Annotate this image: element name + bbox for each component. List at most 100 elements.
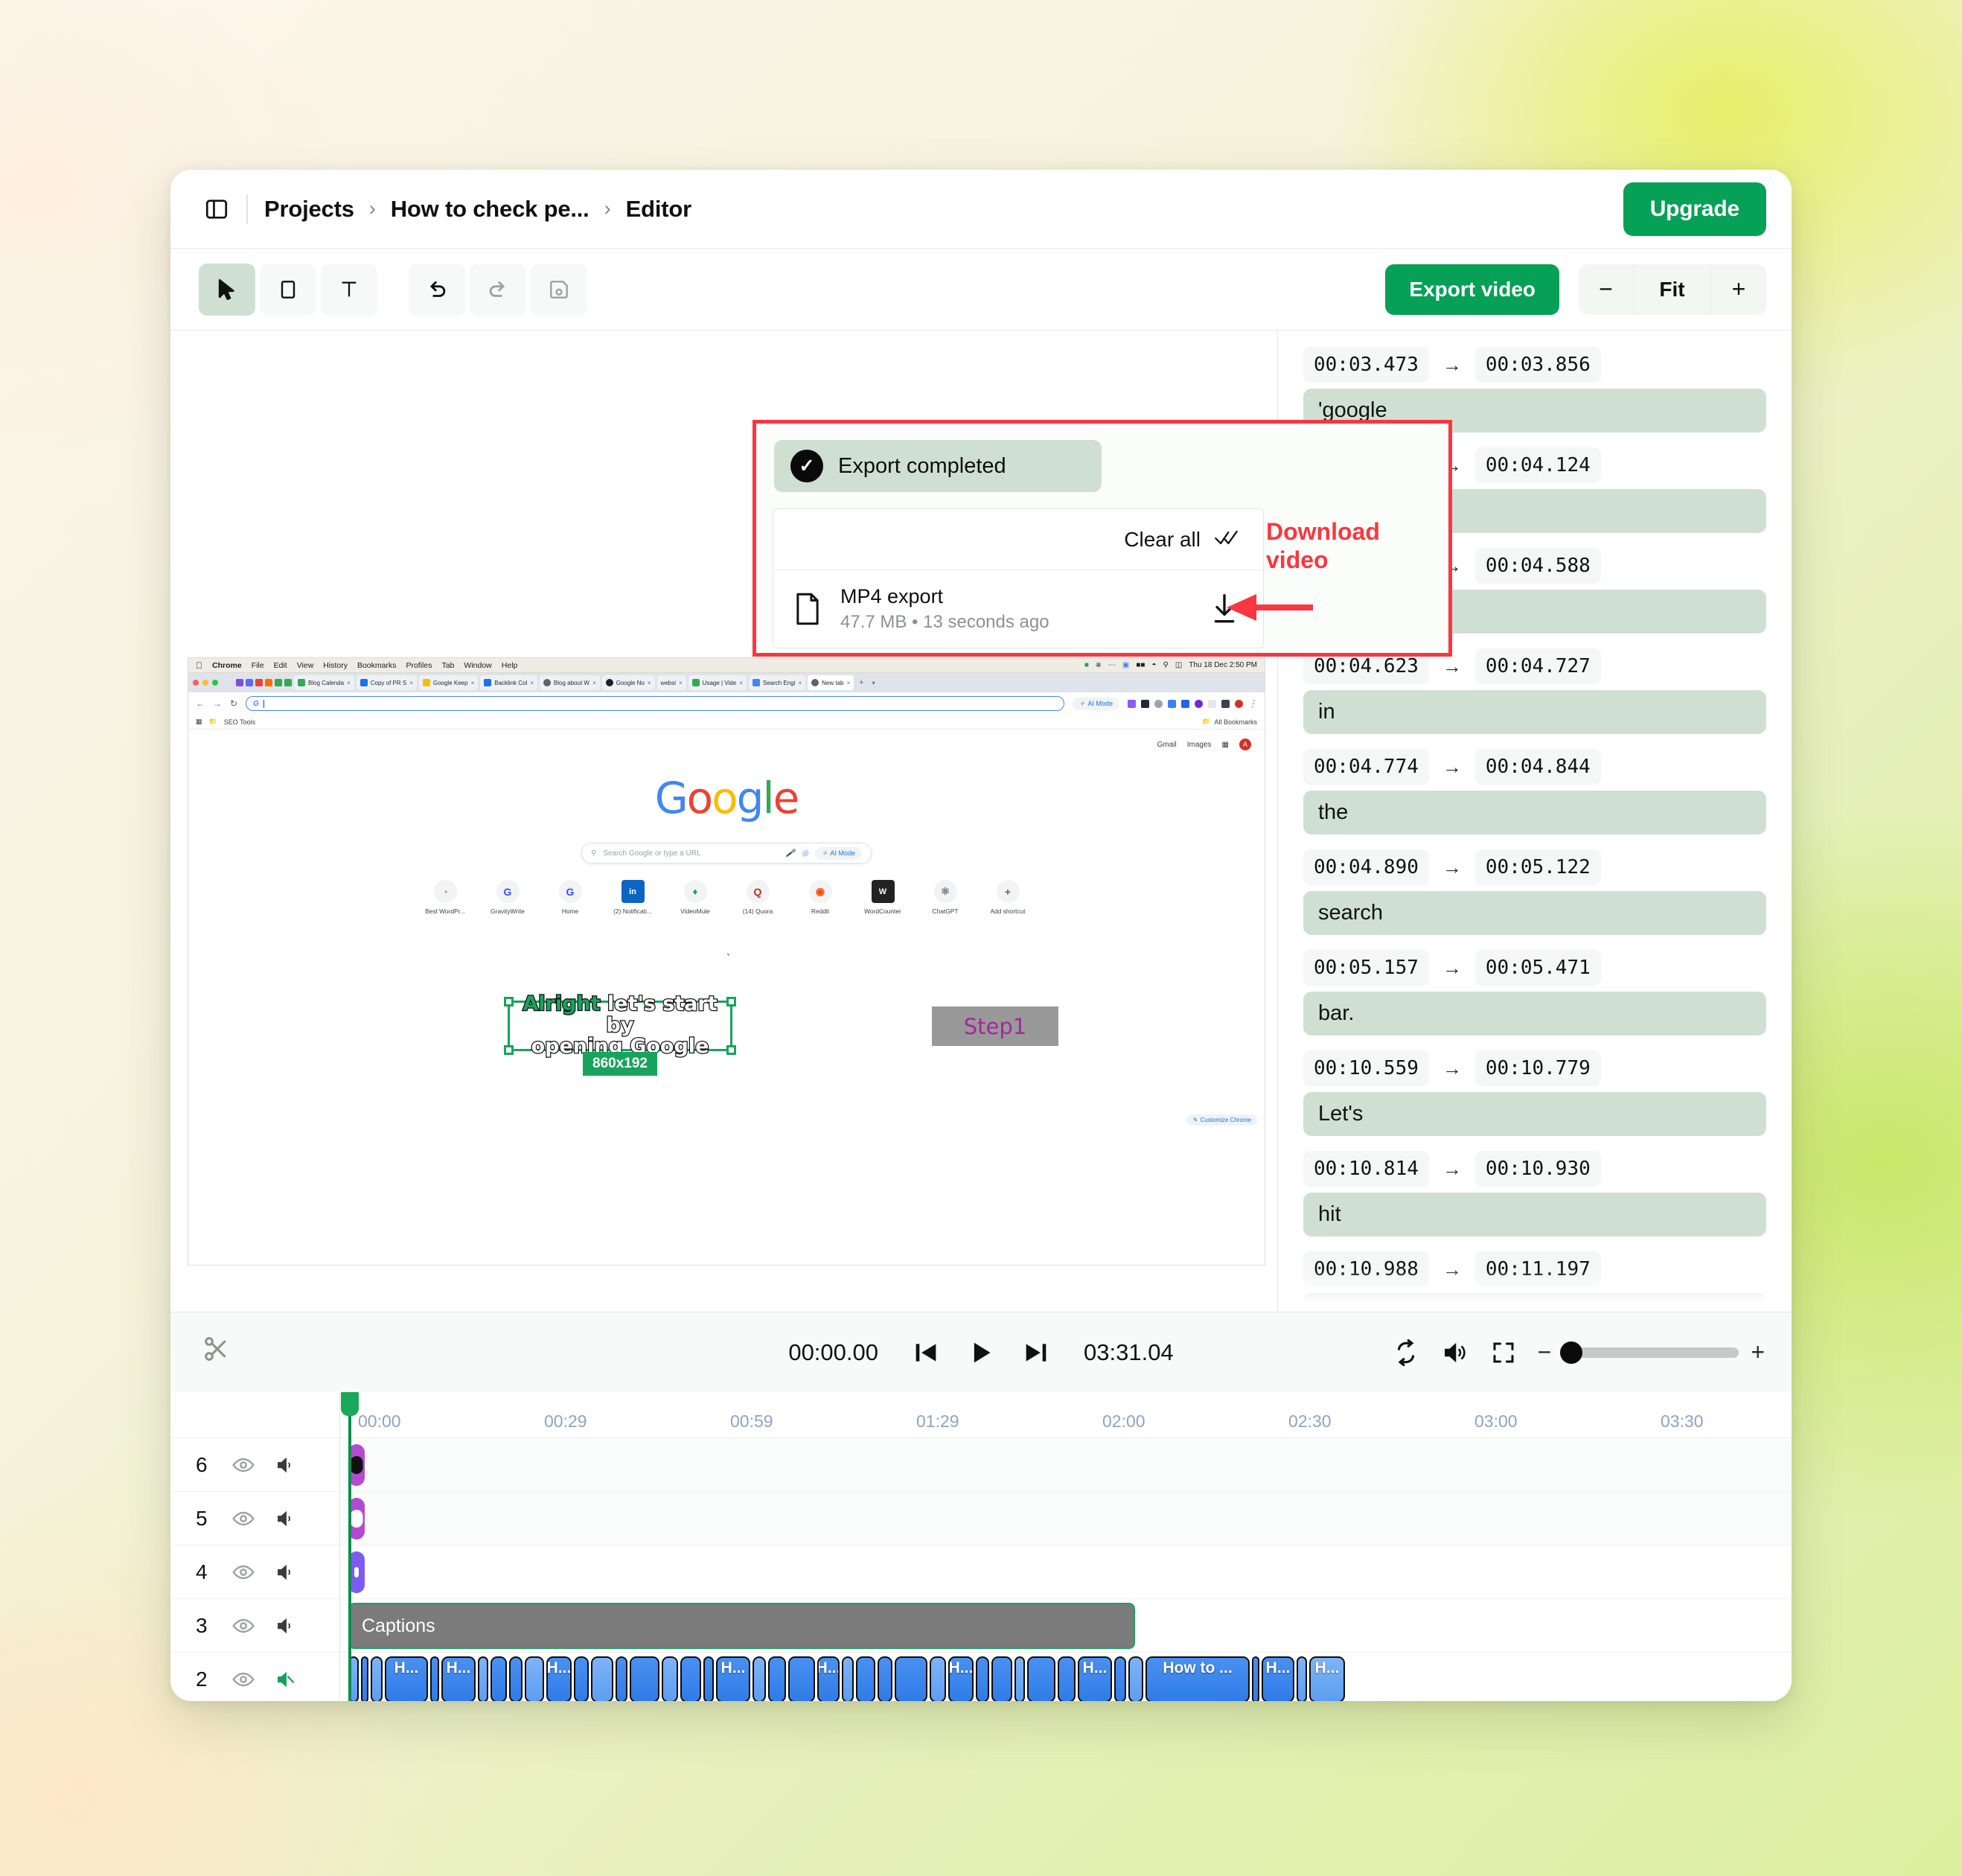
transcript-text[interactable]: in bbox=[1303, 690, 1766, 734]
loop-repeat-icon[interactable] bbox=[1392, 1339, 1420, 1367]
eye-icon[interactable] bbox=[231, 1614, 255, 1638]
step-text-object[interactable]: Step1 bbox=[932, 1006, 1058, 1046]
sidebar-toggle-icon[interactable] bbox=[200, 193, 233, 226]
google-apps-grid-icon[interactable]: ▦ bbox=[1221, 740, 1229, 749]
transcript-text[interactable]: the bbox=[1303, 791, 1766, 835]
select-tool-button[interactable] bbox=[199, 263, 255, 316]
scissors-icon[interactable] bbox=[202, 1334, 231, 1371]
close-icon[interactable]: × bbox=[846, 679, 851, 686]
close-icon[interactable]: × bbox=[679, 679, 683, 686]
export-status-chip[interactable]: ✓ Export completed bbox=[774, 440, 1102, 492]
window-controls[interactable] bbox=[193, 680, 218, 686]
track-row[interactable] bbox=[340, 1545, 1792, 1599]
audio-clip[interactable]: H... bbox=[1078, 1656, 1112, 1701]
speaker-icon[interactable] bbox=[275, 1508, 297, 1530]
close-icon[interactable]: × bbox=[530, 679, 534, 686]
track-row[interactable] bbox=[340, 1492, 1792, 1545]
transcript-entry[interactable]: 00:10.814 → 00:10.930 hit bbox=[1303, 1151, 1766, 1237]
speaker-icon[interactable] bbox=[275, 1615, 297, 1637]
extension-icon-globe[interactable] bbox=[1154, 699, 1163, 708]
notification-item[interactable]: MP4 export 47.7 MB • 13 seconds ago bbox=[773, 570, 1263, 648]
audio-clip[interactable] bbox=[1252, 1656, 1259, 1701]
audio-clip[interactable]: H... bbox=[546, 1656, 572, 1701]
audio-clip[interactable] bbox=[768, 1656, 786, 1701]
track-row-audio[interactable]: H... H... H... H... bbox=[340, 1653, 1792, 1701]
audio-clip[interactable] bbox=[430, 1656, 439, 1701]
audio-clip[interactable] bbox=[1128, 1656, 1143, 1701]
audio-clip[interactable]: H... bbox=[441, 1656, 476, 1701]
eye-icon[interactable] bbox=[231, 1507, 255, 1531]
close-icon[interactable]: × bbox=[470, 679, 475, 686]
transcript-text[interactable] bbox=[1303, 1293, 1766, 1312]
play-icon[interactable] bbox=[966, 1338, 996, 1368]
shortcut-item[interactable]: G GravityWrite bbox=[485, 880, 531, 915]
audio-clip[interactable] bbox=[842, 1656, 854, 1701]
caption-text-object[interactable]: Alright let's start by opening Google 86… bbox=[504, 992, 736, 1076]
transcript-text[interactable]: Let's bbox=[1303, 1092, 1766, 1136]
microphone-icon[interactable]: 🎤 bbox=[785, 849, 796, 858]
close-icon[interactable]: × bbox=[592, 679, 596, 686]
transcript-start-time[interactable]: 00:04.774 bbox=[1303, 749, 1429, 785]
shortcut-item[interactable]: in (2) Notificati... bbox=[610, 880, 656, 915]
shortcut-item[interactable]: G Home bbox=[547, 880, 593, 915]
transcript-end-time[interactable]: 00:04.588 bbox=[1474, 548, 1601, 584]
audio-clip[interactable] bbox=[1014, 1656, 1025, 1701]
transcript-text[interactable]: search bbox=[1303, 891, 1766, 935]
transcript-end-time[interactable]: 00:05.122 bbox=[1474, 849, 1601, 885]
bookmark-seo-tools[interactable]: SEO Tools bbox=[223, 718, 256, 726]
speaker-muted-icon[interactable] bbox=[275, 1668, 297, 1691]
ai-mode-button[interactable]: ✧ AI Mode bbox=[1072, 697, 1119, 710]
slider-knob[interactable] bbox=[1560, 1341, 1583, 1364]
eye-icon[interactable] bbox=[231, 1453, 255, 1477]
audio-clip[interactable] bbox=[574, 1656, 589, 1701]
browser-tab[interactable]: Google Keep × bbox=[418, 675, 479, 690]
transcript-end-time[interactable]: 00:11.197 bbox=[1474, 1251, 1601, 1287]
audio-clip[interactable] bbox=[1114, 1656, 1126, 1701]
timeline-tracks[interactable]: 00:00 00:29 00:59 01:29 02:00 02:30 03:0… bbox=[340, 1392, 1792, 1701]
zoom-out-button[interactable]: − bbox=[1579, 264, 1634, 315]
download-tray-icon[interactable] bbox=[1221, 699, 1230, 708]
audio-clip[interactable] bbox=[930, 1656, 946, 1701]
clip-item[interactable] bbox=[348, 1444, 365, 1486]
browser-tab[interactable]: Blog Calenda × bbox=[294, 675, 354, 690]
resize-handle-bottom-left[interactable] bbox=[504, 1045, 514, 1055]
audio-clip[interactable] bbox=[856, 1656, 875, 1701]
timeline-zoom-slider[interactable] bbox=[1560, 1341, 1739, 1364]
transcript-entry[interactable]: 00:04.623 → 00:04.727 in bbox=[1303, 648, 1766, 734]
breadcrumb-projects[interactable]: Projects bbox=[264, 195, 354, 222]
shortcut-item[interactable]: ◉ Reddit bbox=[797, 880, 843, 915]
close-icon[interactable]: × bbox=[739, 679, 743, 686]
redo-button[interactable] bbox=[470, 263, 526, 316]
audio-clip[interactable]: H... bbox=[1262, 1656, 1294, 1701]
timeline-zoom-out-button[interactable]: − bbox=[1537, 1339, 1552, 1365]
customize-chrome-button[interactable]: ✎ Customize Chrome bbox=[1186, 1114, 1257, 1126]
extension-icon-d[interactable] bbox=[1128, 699, 1136, 708]
audio-clip[interactable] bbox=[490, 1656, 507, 1701]
audio-clip[interactable]: H... bbox=[385, 1656, 428, 1701]
transcript-end-time[interactable]: 00:05.471 bbox=[1474, 950, 1601, 986]
transcript-start-time[interactable]: 00:05.157 bbox=[1303, 950, 1429, 986]
audio-clip[interactable] bbox=[991, 1656, 1012, 1701]
upgrade-button[interactable]: Upgrade bbox=[1623, 182, 1766, 236]
forward-arrow-icon[interactable]: → bbox=[213, 698, 222, 709]
playhead[interactable] bbox=[341, 1392, 359, 1701]
transcript-start-time[interactable]: 00:03.473 bbox=[1303, 347, 1429, 383]
playhead-handle[interactable] bbox=[341, 1392, 359, 1416]
eye-icon[interactable] bbox=[231, 1560, 255, 1584]
shortcut-item[interactable]: W WordCounter bbox=[860, 880, 906, 915]
gmail-link[interactable]: Gmail bbox=[1157, 740, 1177, 749]
extension-icon-chart[interactable] bbox=[1181, 699, 1189, 708]
transcript-end-time[interactable]: 00:10.930 bbox=[1474, 1151, 1601, 1187]
browser-tab[interactable]: Google No × bbox=[601, 675, 655, 690]
shortcut-item[interactable]: ♦ VideoMule bbox=[672, 880, 718, 915]
browser-tab[interactable]: Usage | Vide × bbox=[688, 675, 747, 690]
save-button[interactable] bbox=[531, 263, 587, 316]
transcript-entry[interactable]: 00:10.988 → 00:11.197 bbox=[1303, 1251, 1766, 1312]
audio-clip[interactable]: H... bbox=[817, 1656, 840, 1701]
zoom-fit-button[interactable]: Fit bbox=[1634, 264, 1711, 315]
audio-clip[interactable] bbox=[361, 1656, 368, 1701]
browser-tab-active[interactable]: New tab × bbox=[808, 675, 854, 690]
clip-item[interactable] bbox=[348, 1498, 365, 1540]
audio-clip[interactable] bbox=[752, 1656, 766, 1701]
transcript-end-time[interactable]: 00:04.124 bbox=[1474, 447, 1601, 483]
